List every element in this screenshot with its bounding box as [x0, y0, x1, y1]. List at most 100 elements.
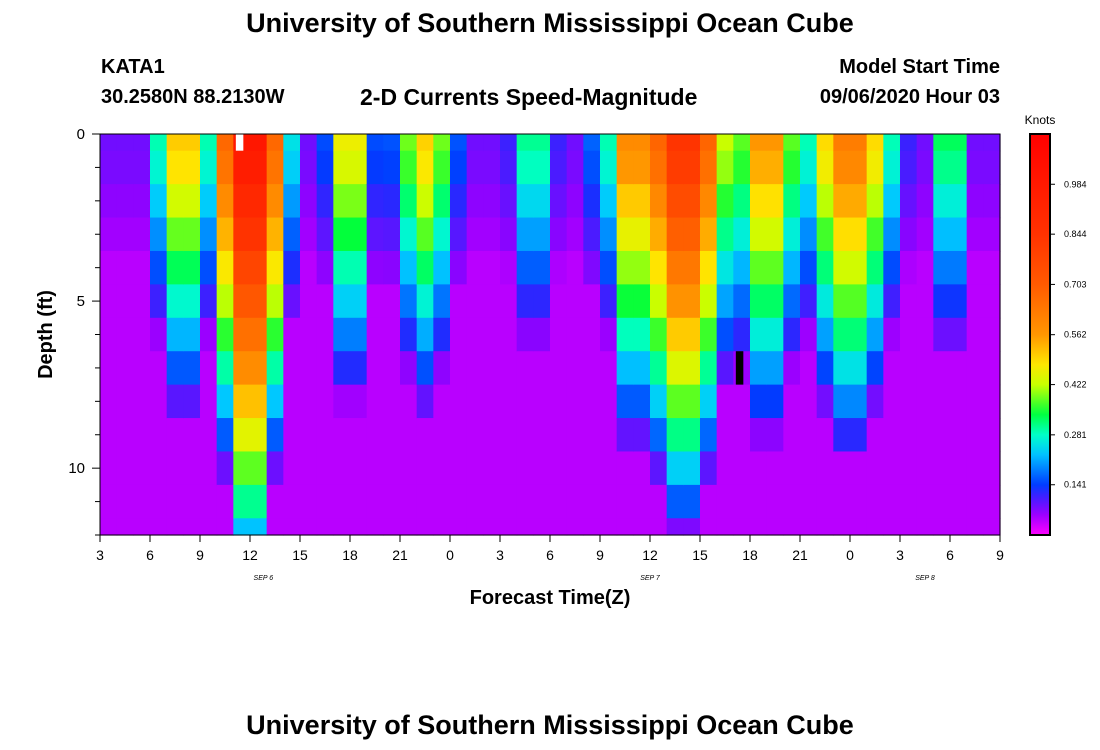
heatmap-cell: [166, 451, 184, 486]
heatmap-cell: [916, 184, 934, 219]
heatmap-cell: [683, 150, 701, 185]
heatmap-cell: [516, 384, 534, 419]
heatmap-cell: [616, 250, 634, 285]
heatmap-cell: [416, 484, 434, 519]
heatmap-cell: [433, 134, 451, 152]
heatmap-cell: [666, 150, 684, 185]
heatmap-cell: [616, 384, 634, 419]
heatmap-cell: [166, 317, 184, 352]
heatmap-cell: [766, 351, 784, 386]
heatmap-cell: [166, 351, 184, 386]
heatmap-cell: [483, 317, 501, 352]
heatmap-cell: [900, 484, 918, 519]
heatmap-cell: [733, 451, 751, 486]
heatmap-cell: [833, 217, 851, 252]
heatmap-cell: [766, 451, 784, 486]
heatmap-cell: [933, 250, 951, 285]
heatmap-cell: [750, 217, 768, 252]
heatmap-cell: [250, 317, 268, 352]
heatmap-cell: [316, 384, 334, 419]
heatmap-cell: [733, 284, 751, 319]
heatmap-cell: [550, 250, 568, 285]
heatmap-cell: [483, 518, 501, 536]
heatmap-cell: [316, 134, 334, 152]
heatmap-cell: [266, 184, 284, 219]
heatmap-cell: [183, 184, 201, 219]
heatmap-cell: [950, 351, 968, 386]
heatmap-cell: [733, 184, 751, 219]
heatmap-cell: [283, 217, 301, 252]
heatmap-cell: [800, 518, 818, 536]
heatmap-cell: [250, 518, 268, 536]
heatmap-cell: [233, 484, 251, 519]
page-title-bottom: University of Southern Mississippi Ocean…: [246, 710, 854, 740]
heatmap-cell: [366, 518, 384, 536]
heatmap-cell: [316, 250, 334, 285]
heatmap-cell: [833, 384, 851, 419]
heatmap-cell: [133, 250, 151, 285]
heatmap-cell: [916, 317, 934, 352]
heatmap-cell: [916, 217, 934, 252]
heatmap-cell: [283, 351, 301, 386]
heatmap-cell: [233, 217, 251, 252]
heatmap-cell: [700, 134, 718, 152]
heatmap-cell: [350, 484, 368, 519]
heatmap-cell: [183, 217, 201, 252]
heatmap-cell: [300, 451, 318, 486]
heatmap-cell: [850, 384, 868, 419]
heatmap-cell: [516, 351, 534, 386]
heatmap-cell: [283, 284, 301, 319]
heatmap-cell: [416, 351, 434, 386]
date-label: SEP 6: [254, 575, 274, 582]
heatmap-cell: [216, 484, 234, 519]
heatmap-cell: [400, 484, 418, 519]
heatmap-cell: [550, 518, 568, 536]
heatmap-cell: [716, 150, 734, 185]
heatmap-cell: [333, 250, 351, 285]
heatmap-cell: [516, 451, 534, 486]
page-title-top: University of Southern Mississippi Ocean…: [246, 8, 854, 38]
heatmap-cell: [450, 250, 468, 285]
heatmap-cell: [600, 134, 618, 152]
heatmap-cell: [683, 518, 701, 536]
heatmap-cell: [683, 250, 701, 285]
heatmap-cell: [166, 284, 184, 319]
heatmap-cell: [833, 184, 851, 219]
heatmap-cell: [316, 184, 334, 219]
heatmap-cell: [266, 418, 284, 453]
heatmap-cell: [783, 250, 801, 285]
heatmap-cell: [400, 317, 418, 352]
heatmap-cell: [116, 250, 134, 285]
heatmap-cell: [850, 518, 868, 536]
colorbar-units-label: Knots: [1025, 113, 1056, 127]
heatmap-cell: [866, 134, 884, 152]
heatmap-cell: [216, 384, 234, 419]
heatmap-cell: [183, 484, 201, 519]
x-tick-label: 3: [896, 547, 904, 563]
heatmap-cell: [983, 418, 1001, 453]
heatmap-cell: [550, 351, 568, 386]
heatmap-cell: [466, 184, 484, 219]
x-tick-label: 18: [742, 547, 758, 563]
heatmap-cell: [833, 351, 851, 386]
y-tick-label: 5: [77, 293, 85, 310]
heatmap-cell: [916, 418, 934, 453]
heatmap-cell: [350, 150, 368, 185]
heatmap-cell: [833, 317, 851, 352]
heatmap-cell: [866, 451, 884, 486]
heatmap-cell: [350, 134, 368, 152]
heatmap-cell: [466, 250, 484, 285]
heatmap-cell: [666, 484, 684, 519]
heatmap-cell: [316, 418, 334, 453]
heatmap-cell: [916, 384, 934, 419]
heatmap-cell: [750, 351, 768, 386]
colorbar-tick-label: 0.844: [1064, 229, 1087, 239]
x-tick-label: 9: [596, 547, 604, 563]
heatmap-cell: [700, 418, 718, 453]
heatmap-cell: [800, 351, 818, 386]
heatmap-cell: [683, 317, 701, 352]
heatmap-cell: [300, 150, 318, 185]
heatmap-cell: [866, 217, 884, 252]
heatmap-cell: [133, 484, 151, 519]
heatmap-cell: [500, 217, 518, 252]
